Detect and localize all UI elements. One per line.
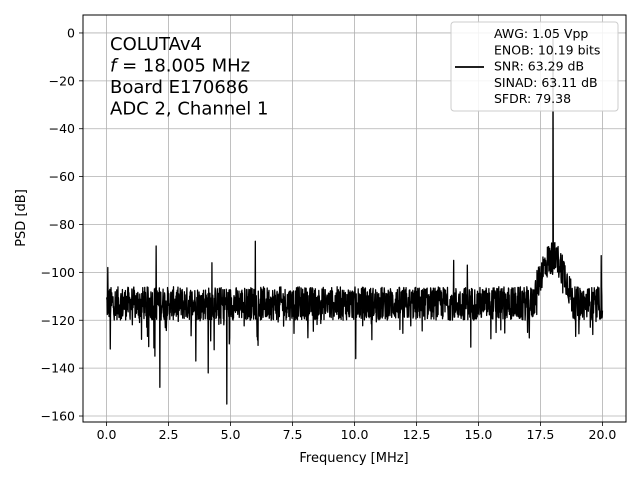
annotation-line: ADC 2, Channel 1 bbox=[110, 99, 268, 120]
legend-entry: SINAD: 63.11 dB bbox=[494, 75, 598, 90]
annotation-italic: f bbox=[110, 56, 119, 77]
annotation-text: Board E170686 bbox=[110, 77, 249, 98]
psd-trace bbox=[105, 32, 604, 405]
annotation-text: COLUTAv4 bbox=[110, 34, 202, 55]
x-tick-label: 12.5 bbox=[403, 427, 431, 442]
annotation-text: = 18.005 MHz bbox=[116, 56, 250, 77]
x-tick-label: 7.5 bbox=[283, 427, 303, 442]
annotation-line: f = 18.005 MHz bbox=[110, 56, 250, 77]
legend-entry: SNR: 63.29 dB bbox=[494, 59, 584, 74]
x-tick-label: 20.0 bbox=[589, 427, 617, 442]
y-tick-label: −80 bbox=[49, 217, 75, 232]
psd-series-line bbox=[105, 32, 604, 405]
annotation-line: Board E170686 bbox=[110, 77, 249, 98]
y-tick-label: −40 bbox=[49, 121, 75, 136]
x-tick-label: 17.5 bbox=[527, 427, 555, 442]
y-axis-label: PSD [dB] bbox=[14, 189, 29, 247]
y-axis-ticks: 0 −20 −40 −60 −80 −100 −120 −140 −160 bbox=[41, 25, 83, 424]
x-axis-label: Frequency [MHz] bbox=[299, 451, 408, 466]
annotation-text: ADC 2, Channel 1 bbox=[110, 99, 268, 120]
annotation-line: COLUTAv4 bbox=[110, 34, 202, 55]
x-tick-label: 10.0 bbox=[341, 427, 369, 442]
y-tick-label: 0 bbox=[67, 25, 75, 40]
x-tick-label: 5.0 bbox=[221, 427, 241, 442]
y-tick-label: −160 bbox=[41, 409, 75, 424]
legend-entry: ENOB: 10.19 bits bbox=[494, 42, 600, 57]
x-axis-ticks: 0.0 2.5 5.0 7.5 10.0 12.5 15.0 17.5 20.0 bbox=[97, 422, 617, 442]
x-tick-label: 2.5 bbox=[159, 427, 179, 442]
x-tick-label: 0.0 bbox=[97, 427, 117, 442]
legend-entry: AWG: 1.05 Vpp bbox=[494, 26, 588, 41]
y-tick-label: −140 bbox=[41, 361, 75, 376]
x-tick-label: 15.0 bbox=[465, 427, 493, 442]
y-tick-label: −20 bbox=[49, 73, 75, 88]
legend-box bbox=[450, 21, 619, 112]
y-tick-label: −60 bbox=[49, 169, 75, 184]
legend-entry: SFDR: 79.38 bbox=[494, 91, 571, 106]
y-tick-label: −120 bbox=[41, 313, 75, 328]
y-tick-label: −100 bbox=[41, 265, 75, 280]
